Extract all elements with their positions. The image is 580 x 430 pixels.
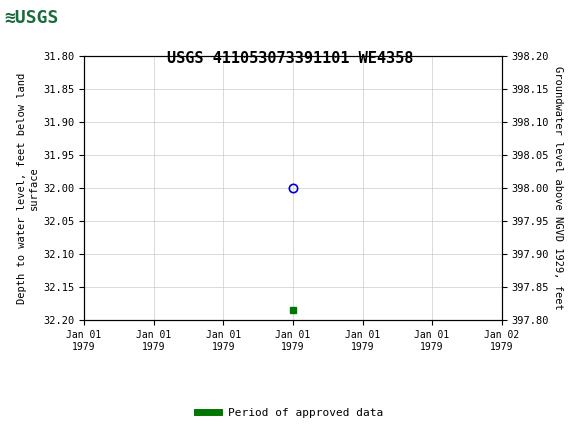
Y-axis label: Depth to water level, feet below land
surface: Depth to water level, feet below land su… <box>17 73 39 304</box>
Text: USGS 411053073391101 WE4358: USGS 411053073391101 WE4358 <box>167 52 413 66</box>
Bar <box>3 3 78 32</box>
Text: ≋USGS: ≋USGS <box>5 9 59 27</box>
Y-axis label: Groundwater level above NGVD 1929, feet: Groundwater level above NGVD 1929, feet <box>553 66 563 310</box>
Legend: Period of approved data: Period of approved data <box>193 403 387 422</box>
